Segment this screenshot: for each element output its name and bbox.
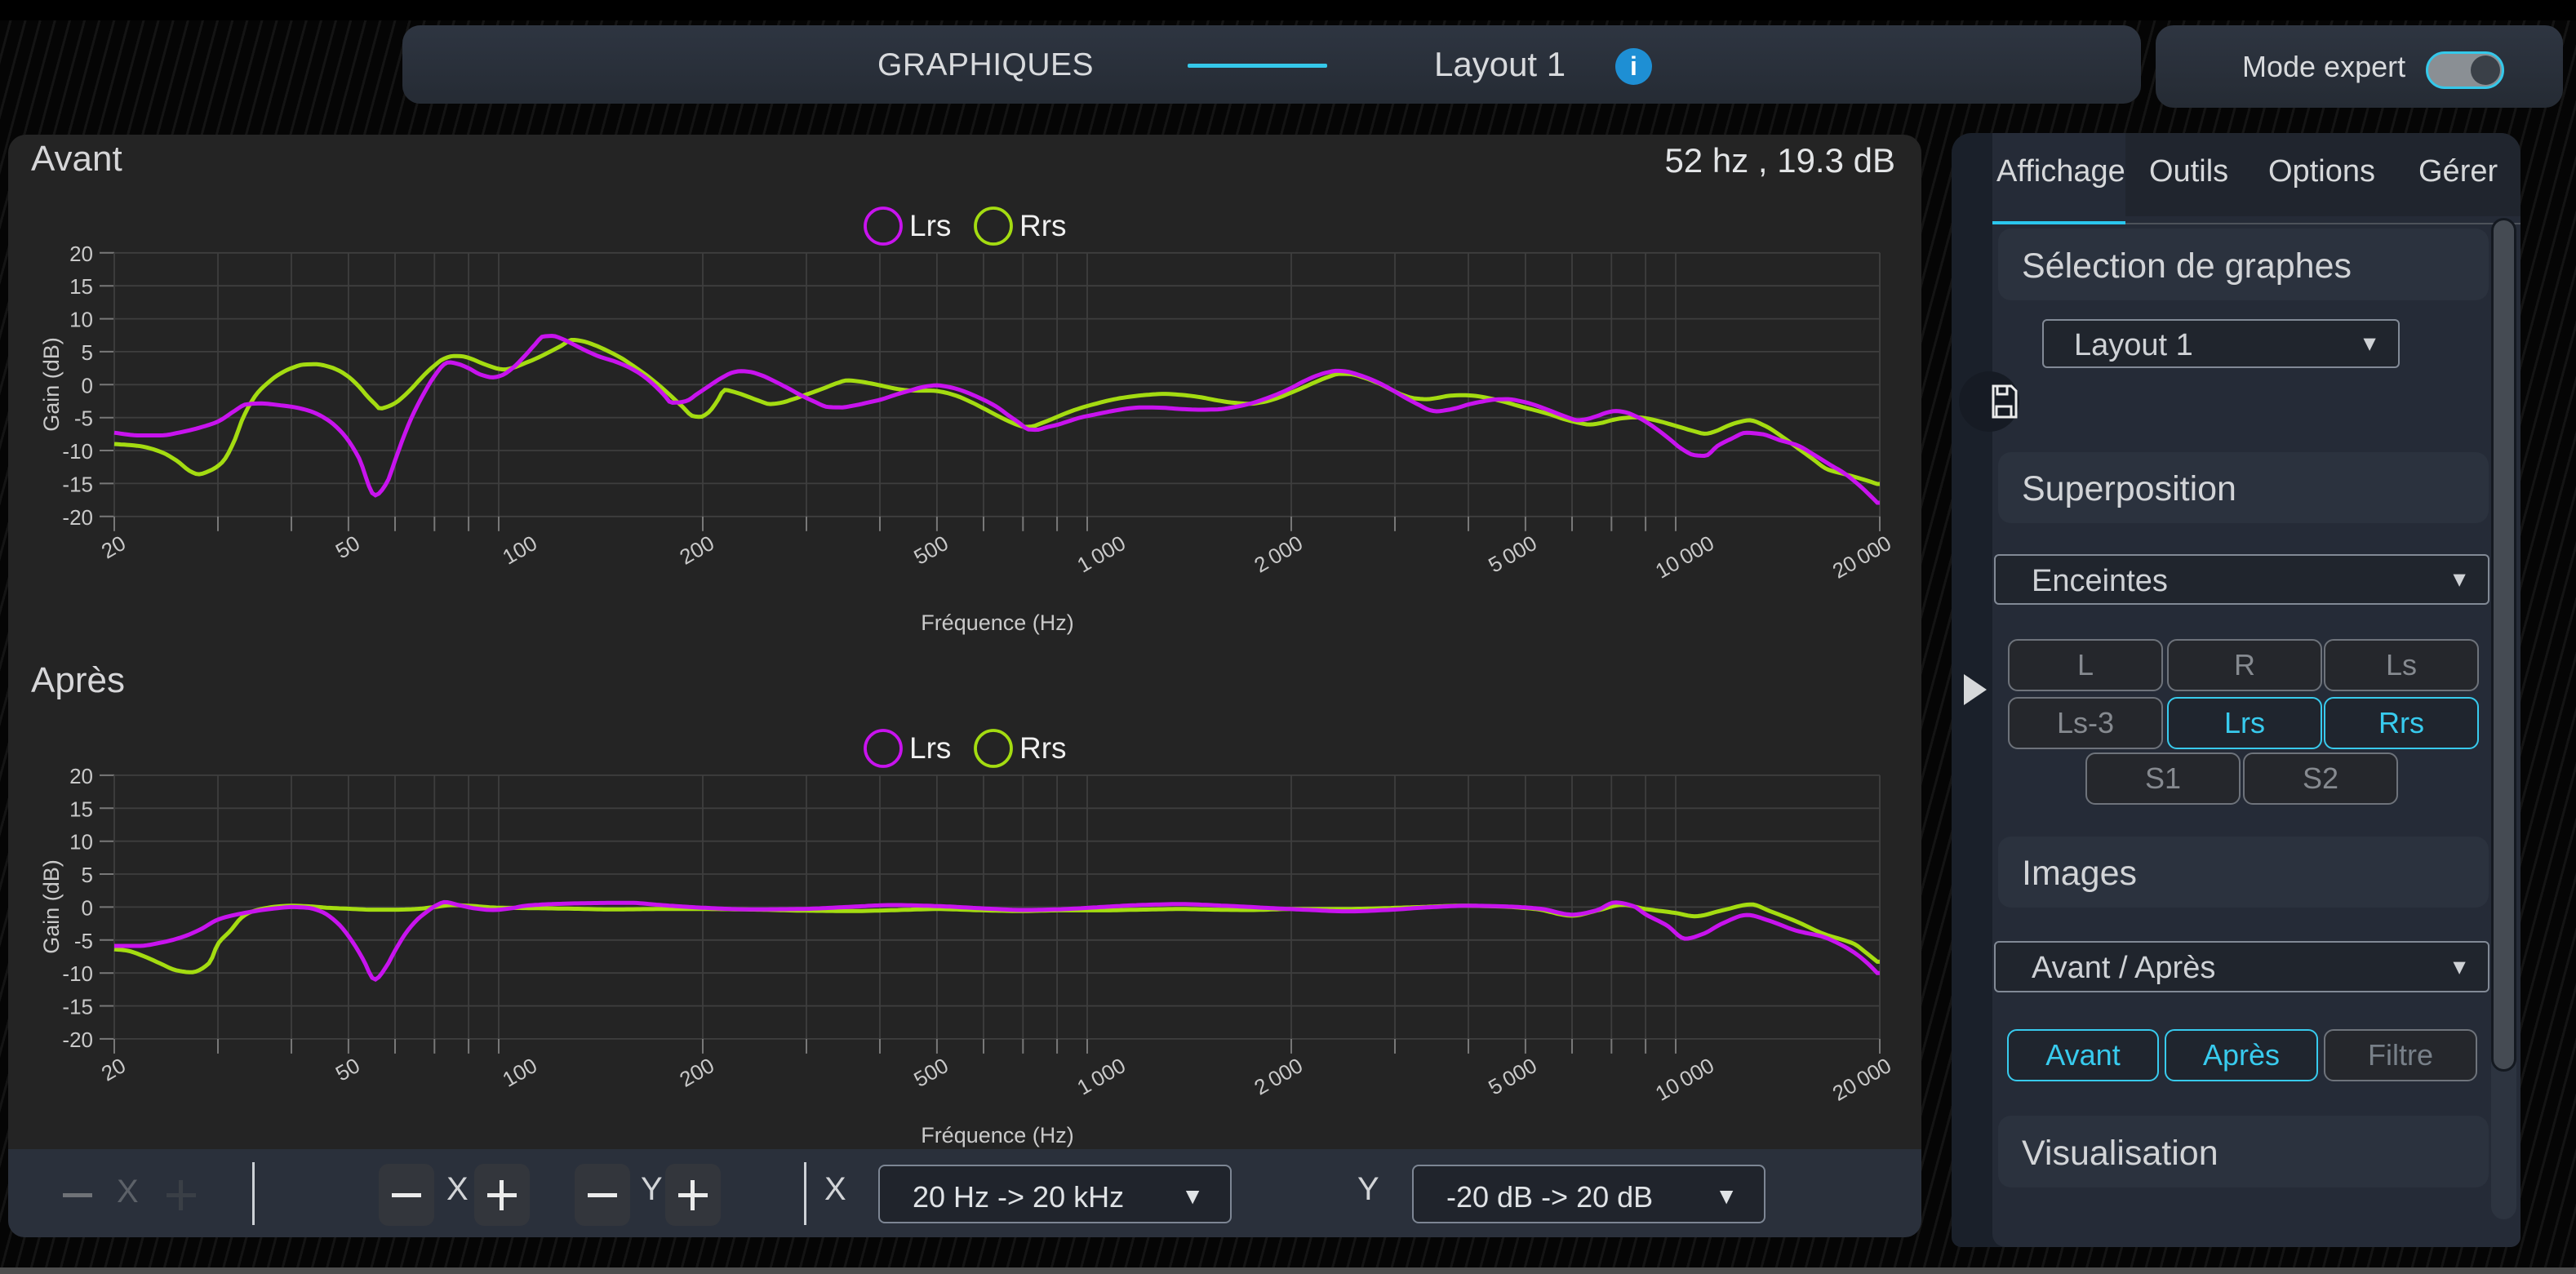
- svg-text:-5: -5: [74, 929, 93, 953]
- svg-text:-20: -20: [62, 505, 93, 530]
- svg-text:10 000: 10 000: [1651, 530, 1718, 584]
- svg-text:100: 100: [498, 530, 541, 570]
- svg-text:52 hz , 19.3 dB: 52 hz , 19.3 dB: [1664, 141, 1895, 180]
- svg-text:Rrs: Rrs: [1019, 209, 1067, 242]
- svg-text:5: 5: [82, 340, 93, 365]
- svg-text:20: 20: [97, 530, 130, 563]
- svg-text:Avant: Avant: [31, 139, 122, 179]
- svg-text:5 000: 5 000: [1484, 1053, 1541, 1100]
- svg-text:Rrs: Rrs: [1019, 731, 1067, 765]
- svg-text:20: 20: [97, 1053, 130, 1085]
- svg-text:10: 10: [69, 830, 93, 855]
- svg-text:Après: Après: [31, 660, 125, 700]
- svg-text:200: 200: [675, 530, 718, 570]
- svg-text:-10: -10: [62, 961, 93, 986]
- svg-text:20: 20: [69, 242, 93, 266]
- svg-text:Lrs: Lrs: [909, 209, 951, 242]
- svg-text:2 000: 2 000: [1250, 530, 1307, 578]
- svg-text:20: 20: [69, 764, 93, 788]
- svg-text:0: 0: [82, 373, 93, 397]
- svg-text:50: 50: [331, 530, 364, 563]
- svg-text:Fréquence (Hz): Fréquence (Hz): [921, 610, 1074, 635]
- svg-text:500: 500: [909, 1053, 953, 1092]
- svg-text:50: 50: [331, 1053, 364, 1085]
- svg-text:500: 500: [909, 530, 953, 570]
- svg-text:200: 200: [675, 1053, 718, 1092]
- svg-text:-15: -15: [62, 995, 93, 1019]
- svg-text:20 000: 20 000: [1828, 1053, 1895, 1106]
- svg-text:Gain (dB): Gain (dB): [39, 859, 64, 954]
- svg-text:15: 15: [69, 274, 93, 299]
- svg-text:2 000: 2 000: [1250, 1053, 1307, 1100]
- svg-text:-5: -5: [74, 406, 93, 431]
- svg-text:Gain (dB): Gain (dB): [39, 337, 64, 432]
- svg-text:0: 0: [82, 895, 93, 920]
- svg-text:20 000: 20 000: [1828, 530, 1895, 584]
- svg-text:Lrs: Lrs: [909, 731, 951, 765]
- svg-text:5: 5: [82, 863, 93, 887]
- svg-text:-20: -20: [62, 1028, 93, 1052]
- svg-text:Fréquence (Hz): Fréquence (Hz): [921, 1123, 1074, 1147]
- svg-text:10: 10: [69, 308, 93, 332]
- svg-text:-15: -15: [62, 472, 93, 496]
- svg-text:5 000: 5 000: [1484, 530, 1541, 578]
- svg-text:15: 15: [69, 797, 93, 821]
- svg-text:1 000: 1 000: [1073, 530, 1130, 578]
- svg-text:1 000: 1 000: [1073, 1053, 1130, 1100]
- svg-text:100: 100: [498, 1053, 541, 1092]
- svg-text:-10: -10: [62, 439, 93, 464]
- svg-text:10 000: 10 000: [1651, 1053, 1718, 1106]
